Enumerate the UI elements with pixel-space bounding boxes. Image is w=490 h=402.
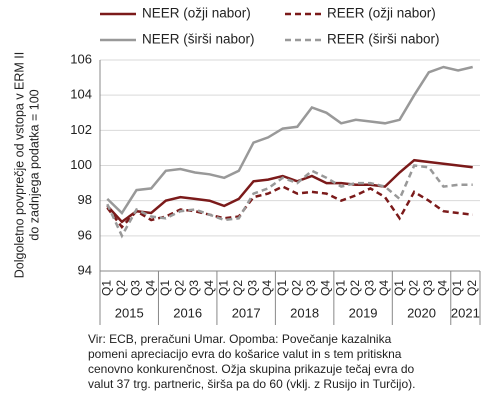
- y-tick-label: 94: [78, 262, 92, 277]
- y-tick-label: 104: [70, 87, 92, 102]
- x-group-label: 2015: [115, 305, 144, 320]
- x-tick-label: Q1: [216, 280, 230, 296]
- x-tick-label: Q4: [143, 280, 157, 296]
- x-group-label: 2020: [407, 305, 436, 320]
- series-line: [106, 65, 473, 215]
- x-tick-label: Q1: [450, 280, 464, 296]
- source-note: pomeni apreciacijo evra do košarice valu…: [88, 347, 402, 361]
- x-tick-label: Q3: [421, 280, 435, 296]
- x-tick-label: Q4: [377, 280, 391, 296]
- x-tick-label: Q3: [129, 280, 143, 296]
- x-tick-label: Q2: [231, 280, 245, 296]
- y-axis-label: Dolgoletno povprečje od vstopa v ERM II: [12, 52, 26, 279]
- y-tick-label: 100: [70, 157, 92, 172]
- x-tick-label: Q3: [363, 280, 377, 296]
- x-tick-label: Q4: [260, 280, 274, 296]
- x-tick-label: Q2: [465, 280, 479, 296]
- x-tick-label: Q1: [99, 280, 113, 296]
- y-tick-label: 96: [78, 227, 92, 242]
- x-tick-label: Q2: [289, 280, 303, 296]
- x-group-label: 2018: [290, 305, 319, 320]
- x-group-label: 2016: [173, 305, 202, 320]
- x-tick-label: Q4: [436, 280, 450, 296]
- x-group-label: 2017: [232, 305, 261, 320]
- legend-label: REER (ožji nabor): [327, 6, 436, 21]
- y-axis-label: do zadnjega podatka = 100: [27, 89, 41, 240]
- x-tick-label: Q2: [114, 280, 128, 296]
- x-tick-label: Q3: [187, 280, 201, 296]
- x-tick-label: Q2: [406, 280, 420, 296]
- source-note: Vir: ECB, preračuni Umar. Opomba: Poveča…: [88, 332, 392, 346]
- y-tick-label: 98: [78, 192, 92, 207]
- x-tick-label: Q1: [392, 280, 406, 296]
- x-tick-label: Q4: [319, 280, 333, 296]
- x-tick-label: Q4: [202, 280, 216, 296]
- source-note: cenovno konkurenčnost. Ožja skupina prik…: [88, 362, 415, 376]
- series-line: [106, 185, 473, 229]
- series-line: [106, 158, 473, 224]
- x-tick-label: Q2: [348, 280, 362, 296]
- x-tick-label: Q1: [158, 280, 172, 296]
- legend-label: REER (širši nabor): [327, 32, 440, 47]
- series-line: [106, 164, 473, 239]
- x-tick-label: Q1: [333, 280, 347, 296]
- x-tick-label: Q2: [173, 280, 187, 296]
- x-tick-label: Q3: [246, 280, 260, 296]
- y-tick-label: 102: [70, 122, 92, 137]
- legend-label: NEER (ožji nabor): [142, 6, 251, 21]
- x-group-label: 2021: [451, 305, 480, 320]
- x-tick-label: Q3: [304, 280, 318, 296]
- x-group-label: 2019: [349, 305, 378, 320]
- y-tick-label: 106: [70, 51, 92, 66]
- legend-label: NEER (širši nabor): [142, 32, 255, 47]
- x-tick-label: Q1: [275, 280, 289, 296]
- source-note: valut 37 trg. partneric, širša pa do 60 …: [88, 377, 415, 391]
